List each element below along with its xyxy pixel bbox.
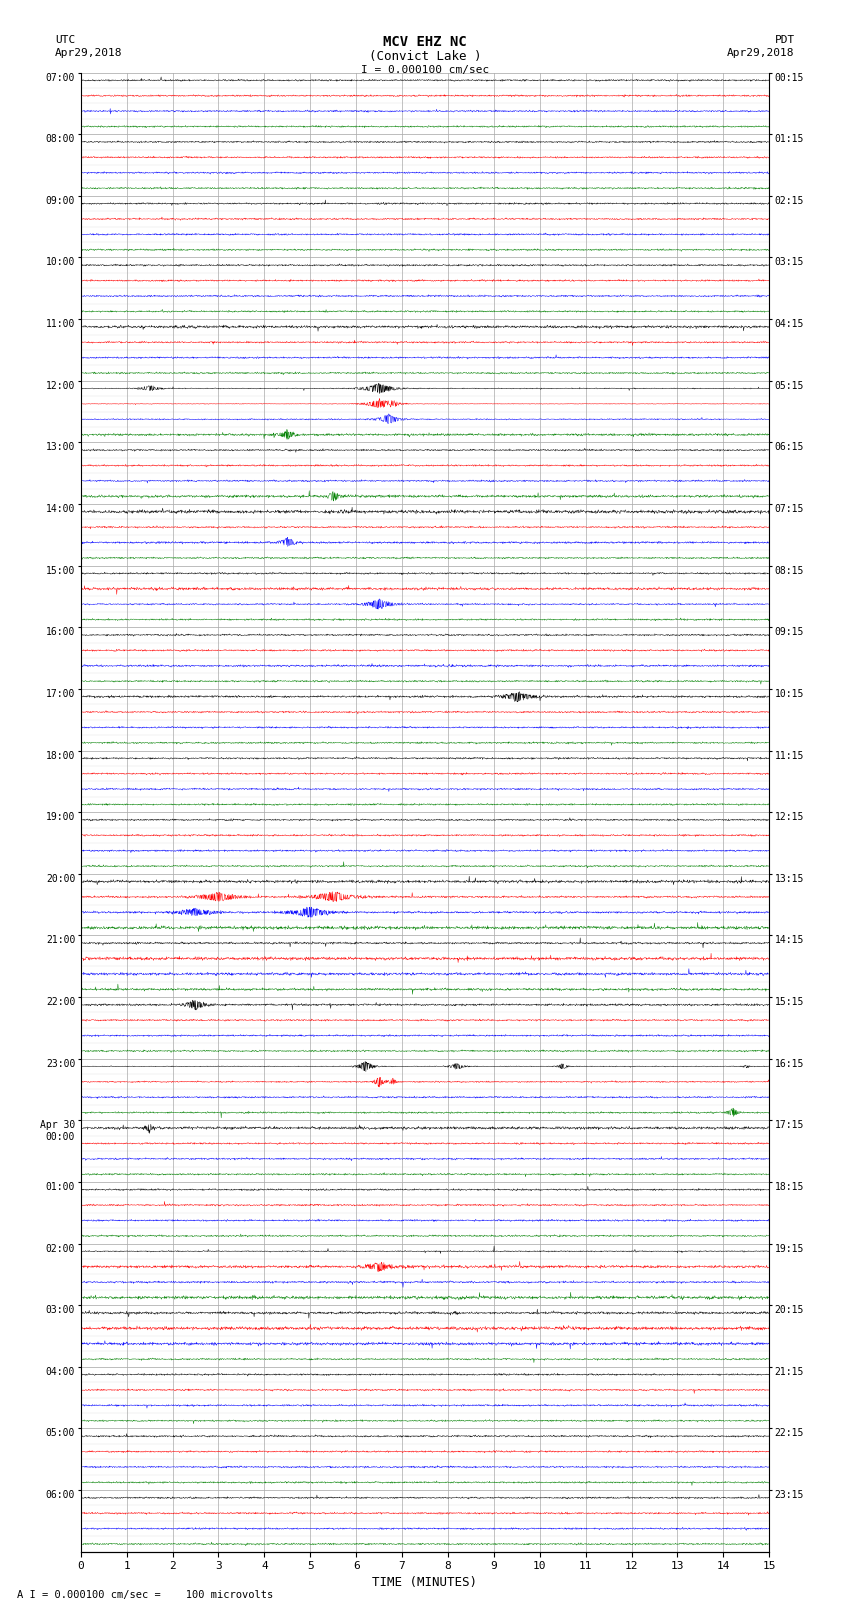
Text: A I = 0.000100 cm/sec =    100 microvolts: A I = 0.000100 cm/sec = 100 microvolts [17,1590,273,1600]
Text: MCV EHZ NC: MCV EHZ NC [383,35,467,50]
Text: UTC: UTC [55,35,76,45]
Text: Apr29,2018: Apr29,2018 [55,48,122,58]
Text: (Convict Lake ): (Convict Lake ) [369,50,481,63]
X-axis label: TIME (MINUTES): TIME (MINUTES) [372,1576,478,1589]
Text: I = 0.000100 cm/sec: I = 0.000100 cm/sec [361,65,489,74]
Text: Apr29,2018: Apr29,2018 [728,48,795,58]
Text: PDT: PDT [774,35,795,45]
